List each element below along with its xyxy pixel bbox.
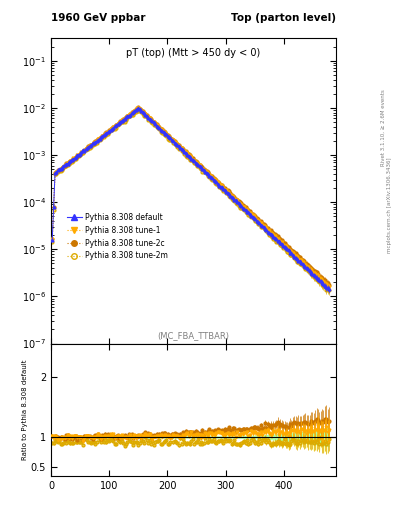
Text: (MC_FBA_TTBAR): (MC_FBA_TTBAR) [158, 331, 230, 340]
Text: Top (parton level): Top (parton level) [231, 13, 336, 23]
Legend: Pythia 8.308 default, Pythia 8.308 tune-1, Pythia 8.308 tune-2c, Pythia 8.308 tu: Pythia 8.308 default, Pythia 8.308 tune-… [63, 210, 171, 263]
Text: pT (top) (Mtt > 450 dy < 0): pT (top) (Mtt > 450 dy < 0) [127, 48, 261, 57]
Text: Rivet 3.1.10, ≥ 2.6M events: Rivet 3.1.10, ≥ 2.6M events [381, 90, 386, 166]
Text: 1960 GeV ppbar: 1960 GeV ppbar [51, 13, 145, 23]
Y-axis label: Ratio to Pythia 8.308 default: Ratio to Pythia 8.308 default [22, 359, 28, 460]
Text: mcplots.cern.ch [arXiv:1306.3436]: mcplots.cern.ch [arXiv:1306.3436] [387, 157, 391, 252]
